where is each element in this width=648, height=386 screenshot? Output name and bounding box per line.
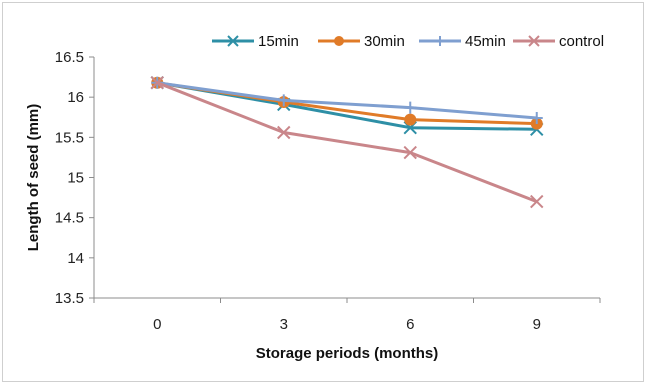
legend-label: control <box>559 33 604 50</box>
y-tick-label: 16 <box>67 89 84 106</box>
data-point-marker <box>530 112 543 125</box>
chart-frame <box>2 2 644 382</box>
series-line <box>156 81 538 203</box>
axes <box>93 57 600 299</box>
legend-label: 45min <box>465 33 506 50</box>
series-15min <box>150 75 544 137</box>
legend-item-15min: 15min <box>212 33 299 50</box>
y-tick-label: 14 <box>67 250 84 267</box>
x-tick-label: 3 <box>280 316 288 333</box>
data-point-marker <box>403 145 417 160</box>
x-tick-label: 0 <box>153 316 161 333</box>
y-tick-label: 13.5 <box>55 290 84 307</box>
legend-item-45min: 45min <box>419 33 506 50</box>
data-point-marker <box>277 125 291 140</box>
series-control <box>150 75 544 209</box>
legend-item-control: control <box>513 33 604 50</box>
x-tick-label: 9 <box>533 316 541 333</box>
y-axis-ticks: 13.5 14 14.5 15 15.5 16 16.5 <box>55 49 94 307</box>
y-tick-label: 16.5 <box>55 49 84 66</box>
x-axis-title: Storage periods (months) <box>256 345 439 362</box>
y-tick-label: 15.5 <box>55 129 84 146</box>
y-tick-label: 15 <box>67 170 84 187</box>
legend-label: 15min <box>258 33 299 50</box>
data-point-marker <box>404 101 417 114</box>
data-point-marker <box>404 113 417 126</box>
data-point-marker <box>530 194 544 209</box>
x-tick-label: 6 <box>406 316 414 333</box>
data-point-marker <box>528 35 540 47</box>
y-tick-label: 14.5 <box>55 210 84 227</box>
y-axis-title: Length of seed (mm) <box>25 104 42 252</box>
legend-item-30min: 30min <box>318 33 405 50</box>
legend-label: 30min <box>364 33 405 50</box>
data-point-marker <box>277 94 290 107</box>
series-line <box>157 81 537 120</box>
x-axis-ticks: 0 3 6 9 <box>93 298 601 333</box>
data-point-marker <box>435 36 445 46</box>
data-point-marker <box>227 35 239 47</box>
data-point-marker <box>150 75 164 90</box>
data-point-marker <box>334 36 344 46</box>
legend: 15min 30min 45min control <box>212 33 604 50</box>
series-layer <box>150 75 544 209</box>
